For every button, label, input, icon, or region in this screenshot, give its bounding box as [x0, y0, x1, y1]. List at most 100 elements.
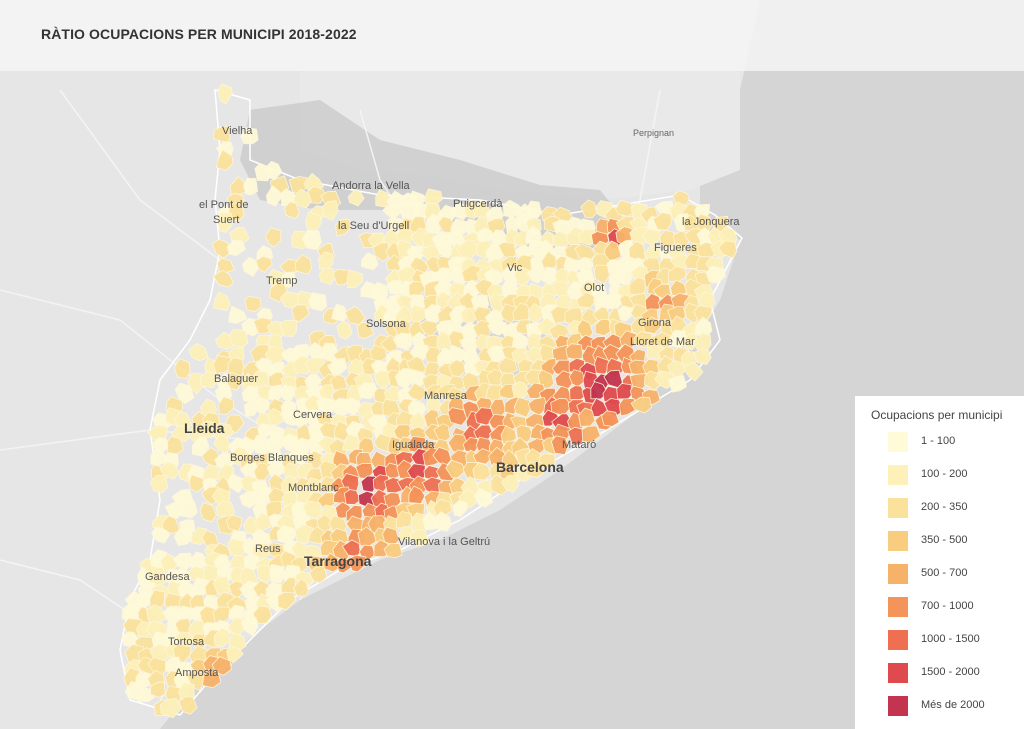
municipality-area[interactable] — [178, 696, 198, 715]
municipality-area[interactable] — [642, 316, 661, 334]
municipality-area[interactable] — [375, 189, 392, 208]
municipality-area[interactable] — [229, 176, 249, 195]
municipality-area[interactable] — [228, 202, 245, 222]
municipality-area[interactable] — [424, 304, 442, 323]
municipality-area[interactable] — [252, 317, 272, 335]
municipality-area[interactable] — [565, 343, 584, 361]
municipality-area[interactable] — [226, 645, 244, 663]
municipality-area[interactable] — [667, 374, 687, 393]
municipality-area[interactable] — [244, 295, 262, 312]
municipality-area[interactable] — [292, 355, 311, 375]
municipality-area[interactable] — [343, 489, 362, 505]
municipality-area[interactable] — [447, 407, 468, 426]
municipality-area[interactable] — [682, 361, 704, 382]
municipality-area[interactable] — [360, 475, 378, 493]
municipality-area[interactable] — [594, 318, 614, 337]
municipality-area[interactable] — [409, 528, 430, 547]
municipality-area[interactable] — [398, 526, 415, 542]
municipality-area[interactable] — [346, 269, 364, 289]
municipality-area[interactable] — [360, 251, 379, 271]
municipality-area[interactable] — [149, 474, 168, 494]
municipality-area[interactable] — [189, 474, 205, 493]
municipality-area[interactable] — [243, 177, 259, 196]
municipality-area[interactable] — [641, 228, 662, 247]
municipalities-layer[interactable] — [121, 83, 738, 719]
municipality-area[interactable] — [253, 512, 272, 531]
municipality-area[interactable] — [212, 269, 235, 288]
municipality-area[interactable] — [213, 291, 231, 311]
municipality-area[interactable] — [213, 627, 230, 648]
municipality-area[interactable] — [472, 448, 492, 465]
municipality-area[interactable] — [291, 304, 310, 322]
municipality-area[interactable] — [385, 254, 404, 271]
municipality-area[interactable] — [174, 382, 195, 405]
municipality-area[interactable] — [593, 264, 610, 285]
municipality-area[interactable] — [279, 319, 298, 337]
municipality-area[interactable] — [198, 420, 217, 438]
municipality-area[interactable] — [383, 543, 403, 559]
municipality-area[interactable] — [265, 184, 283, 207]
municipality-area[interactable] — [173, 357, 191, 380]
municipality-area[interactable] — [474, 487, 493, 508]
municipality-area[interactable] — [280, 291, 299, 309]
municipality-area[interactable] — [264, 227, 282, 248]
municipality-area[interactable] — [347, 188, 365, 207]
municipality-area[interactable] — [526, 266, 546, 284]
municipality-area[interactable] — [652, 212, 672, 231]
municipality-area[interactable] — [513, 396, 531, 418]
municipality-area[interactable] — [226, 371, 243, 391]
municipality-area[interactable] — [500, 474, 519, 493]
municipality-area[interactable] — [173, 526, 194, 547]
municipality-area[interactable] — [239, 490, 261, 509]
municipality-area[interactable] — [295, 253, 313, 275]
municipality-area[interactable] — [216, 212, 233, 233]
municipality-area[interactable] — [211, 238, 233, 259]
municipality-area[interactable] — [433, 511, 453, 532]
municipality-area[interactable] — [252, 605, 273, 624]
municipality-area[interactable] — [280, 271, 297, 288]
municipality-area[interactable] — [681, 333, 700, 351]
municipality-area[interactable] — [212, 355, 232, 374]
municipality-area[interactable] — [581, 425, 601, 443]
municipality-area[interactable] — [240, 615, 259, 637]
municipality-area[interactable] — [229, 328, 249, 349]
municipality-area[interactable] — [296, 290, 314, 309]
municipality-area[interactable] — [284, 201, 300, 220]
municipality-area[interactable] — [137, 686, 155, 703]
municipality-area[interactable] — [550, 435, 569, 456]
municipality-area[interactable] — [580, 199, 598, 219]
municipality-area[interactable] — [693, 347, 712, 365]
municipality-area[interactable] — [460, 307, 477, 325]
municipality-area[interactable] — [188, 342, 209, 362]
municipality-area[interactable] — [199, 502, 217, 523]
municipality-area[interactable] — [200, 370, 218, 389]
municipality-area[interactable] — [318, 267, 336, 285]
municipality-area[interactable] — [601, 410, 620, 427]
municipality-area[interactable] — [322, 552, 340, 573]
municipality-area[interactable] — [347, 358, 366, 375]
municipality-area[interactable] — [178, 498, 198, 519]
municipality-area[interactable] — [616, 383, 633, 400]
municipality-area[interactable] — [216, 149, 234, 171]
municipality-area[interactable] — [269, 563, 285, 584]
municipality-area[interactable] — [159, 461, 180, 480]
municipality-area[interactable] — [333, 420, 350, 442]
municipality-area[interactable] — [202, 669, 222, 689]
municipality-area[interactable] — [308, 292, 328, 312]
municipality-area[interactable] — [538, 453, 556, 469]
municipality-area[interactable] — [161, 515, 181, 535]
municipality-area[interactable] — [217, 83, 233, 105]
municipality-area[interactable] — [211, 656, 232, 676]
municipality-area[interactable] — [356, 322, 375, 339]
municipality-area[interactable] — [336, 320, 353, 340]
municipality-area[interactable] — [511, 381, 531, 399]
municipality-area[interactable] — [150, 681, 166, 698]
municipality-area[interactable] — [150, 446, 167, 466]
municipality-area[interactable] — [256, 564, 272, 584]
municipality-area[interactable] — [372, 242, 390, 263]
municipality-area[interactable] — [357, 382, 378, 400]
municipality-area[interactable] — [252, 542, 271, 560]
municipality-area[interactable] — [240, 127, 259, 145]
municipality-area[interactable] — [576, 291, 597, 309]
